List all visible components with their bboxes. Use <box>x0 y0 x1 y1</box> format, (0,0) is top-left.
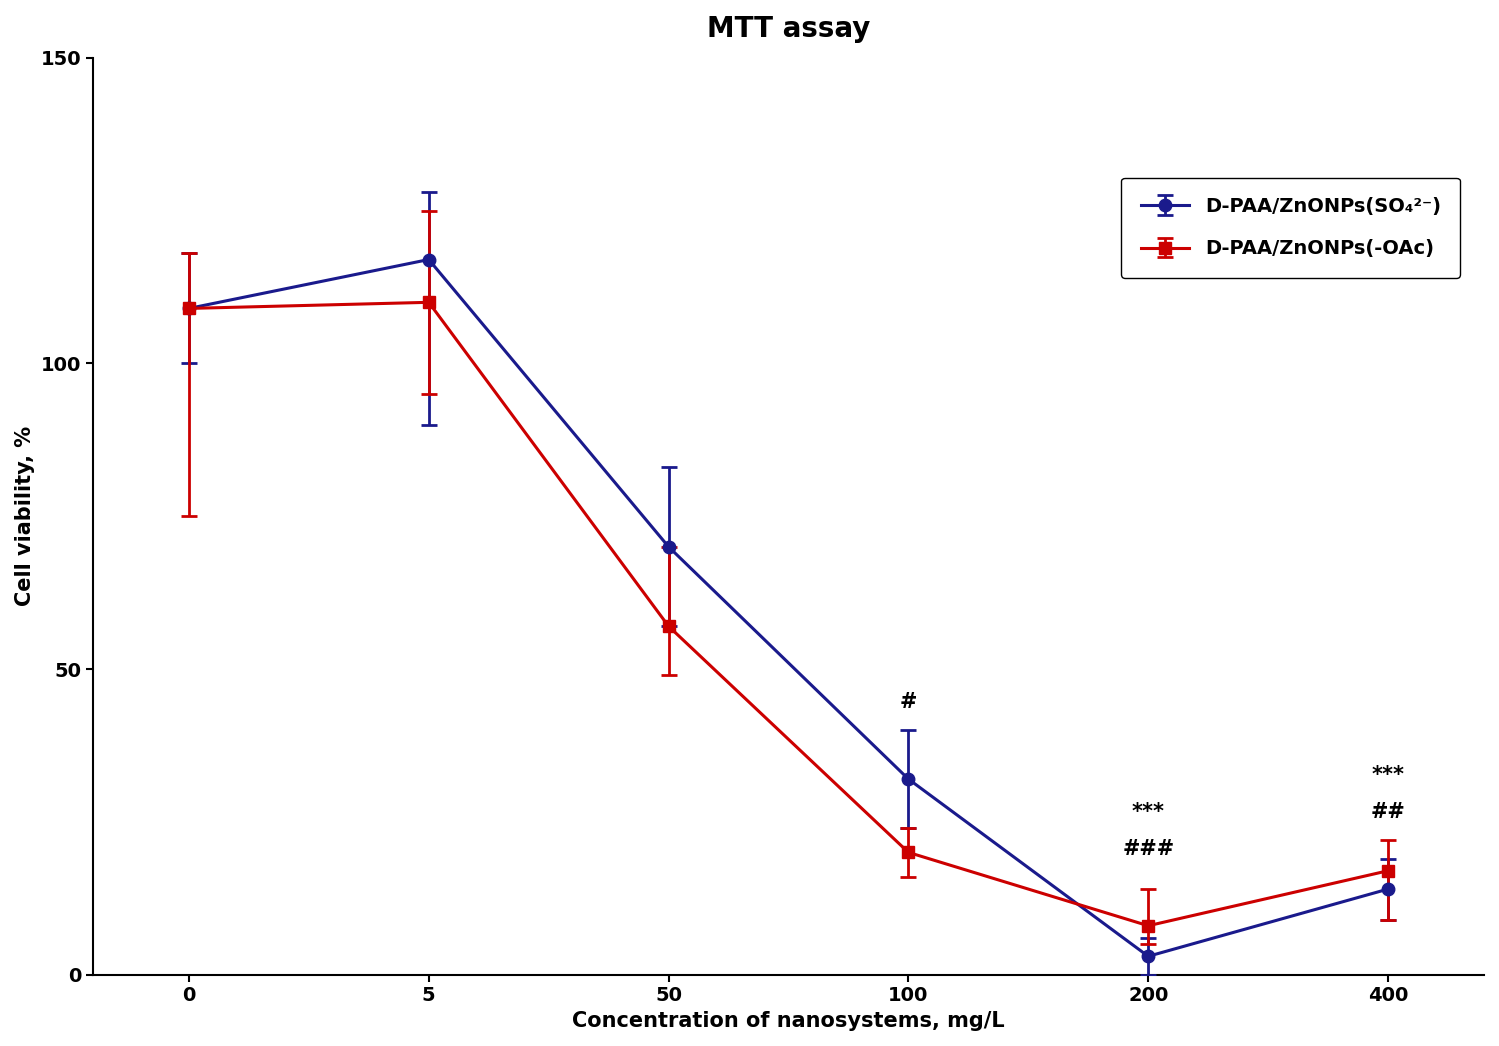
Title: MTT assay: MTT assay <box>708 15 871 43</box>
Text: ##: ## <box>1370 802 1406 822</box>
Text: #: # <box>899 691 917 712</box>
Text: ###: ### <box>1123 839 1174 859</box>
Legend: D-PAA/ZnONPs(SO₄²⁻), D-PAA/ZnONPs(-OAc): D-PAA/ZnONPs(SO₄²⁻), D-PAA/ZnONPs(-OAc) <box>1121 178 1460 278</box>
Text: ***: *** <box>1132 802 1165 822</box>
Text: ***: *** <box>1372 766 1405 786</box>
X-axis label: Concentration of nanosystems, mg/L: Concentration of nanosystems, mg/L <box>573 1011 1004 1031</box>
Y-axis label: Cell viability, %: Cell viability, % <box>15 426 34 607</box>
